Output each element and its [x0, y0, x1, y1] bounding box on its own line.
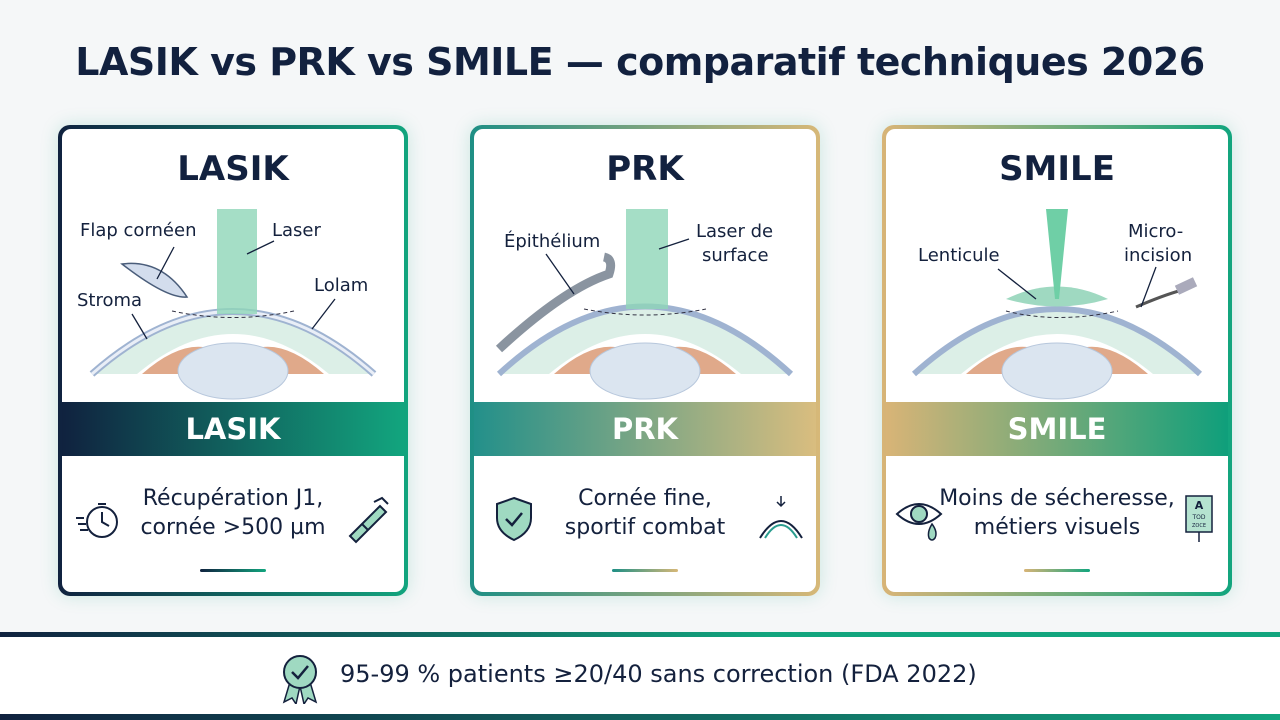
description-line: Récupération J1,: [142, 486, 324, 511]
svg-text:ZOCE: ZOCE: [1192, 523, 1206, 529]
label-lolam: Lolam: [314, 275, 368, 296]
label-surface: surface: [702, 245, 769, 266]
svg-text:A: A: [1195, 499, 1204, 512]
card-description: Cornée fine, sportif combat: [534, 484, 756, 542]
prk-eye-diagram: Épithélium Laser de surface: [495, 209, 794, 400]
thin-cornea-icon: [759, 496, 803, 539]
label-flap: Flap cornéen: [80, 220, 197, 241]
label-stroma: Stroma: [77, 290, 142, 311]
label-laser: Laser de: [696, 221, 773, 242]
award-ribbon-icon: [282, 655, 318, 704]
svg-text:TOD: TOD: [1191, 514, 1205, 521]
card-smile: SMILE Lenticule Micro- incision SMILE Mo…: [882, 125, 1232, 596]
card-description: Moins de sécheresse, métiers visuels: [926, 484, 1188, 542]
divider: [612, 569, 678, 572]
divider: [1024, 569, 1090, 572]
divider: [200, 569, 266, 572]
lasik-eye-diagram: Flap cornéen Laser Stroma Lolam: [77, 209, 377, 400]
tearing-eye-icon: [895, 503, 943, 541]
description-line: sportif combat: [564, 515, 726, 540]
card-description: Récupération J1, cornée >500 µm: [122, 484, 344, 542]
card-title: SMILE: [999, 149, 1115, 189]
label-micro: Micro-: [1128, 221, 1183, 242]
card-title: LASIK: [177, 149, 289, 189]
footer-statistic: 95-99 % patients ≥20/40 sans correction …: [340, 660, 977, 688]
label-epithelium: Épithélium: [504, 230, 600, 252]
card-prk: PRK Épithélium Laser de surface PRK Corn…: [470, 125, 820, 596]
label-laser: Laser: [272, 220, 322, 241]
description-line: cornée >500 µm: [140, 515, 326, 540]
shield-check-icon: [496, 496, 532, 542]
smile-eye-diagram: Lenticule Micro- incision: [911, 209, 1203, 400]
footer-bar: [0, 632, 1280, 716]
caliper-icon: [348, 496, 389, 544]
description-line: Cornée fine,: [578, 486, 712, 511]
card-title: PRK: [606, 149, 684, 189]
label-lenticule: Lenticule: [918, 245, 1000, 266]
description-line: métiers visuels: [973, 515, 1141, 540]
band-label: SMILE: [886, 402, 1228, 456]
band-label: PRK: [474, 402, 816, 456]
eye-chart-icon: A TOD ZOCE: [1185, 495, 1213, 542]
stopwatch-icon: [76, 503, 118, 538]
card-lasik: LASIK Flap cornéen Laser Stroma Lolam LA…: [58, 125, 408, 596]
band-label: LASIK: [62, 402, 404, 456]
page-title: LASIK vs PRK vs SMILE — comparatif techn…: [75, 40, 1205, 84]
footer-accent: [0, 714, 1280, 720]
label-incision: incision: [1124, 245, 1192, 266]
description-line: Moins de sécheresse,: [939, 486, 1175, 511]
